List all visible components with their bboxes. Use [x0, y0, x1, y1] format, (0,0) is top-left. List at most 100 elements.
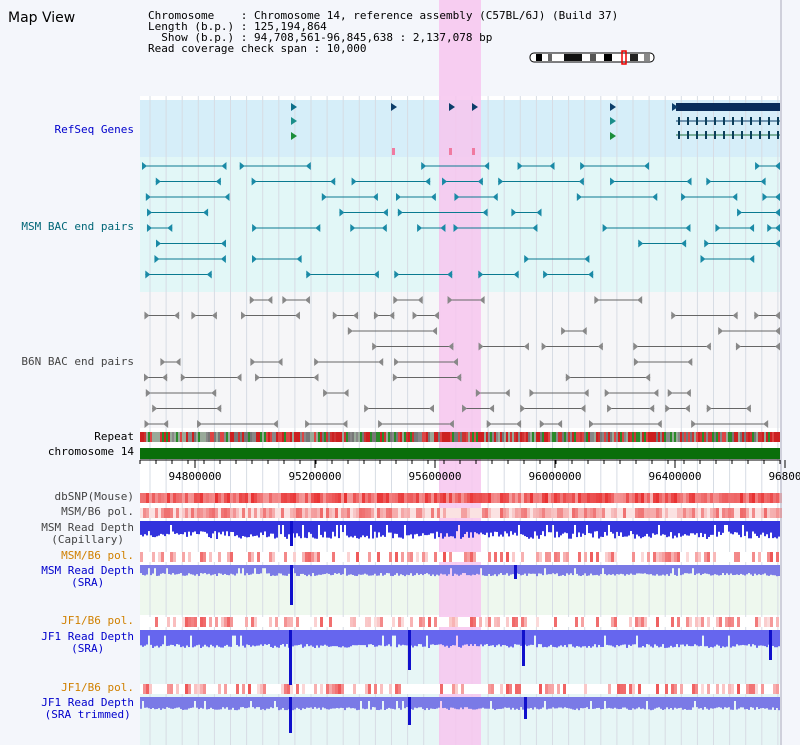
heat-cell — [371, 508, 374, 518]
track-label-jf1-b6-pol-1[interactable]: JF1/B6 pol. — [61, 614, 134, 627]
repeat-segment — [390, 432, 392, 442]
depth-bar — [556, 630, 558, 648]
heat-cell — [302, 684, 305, 694]
depth-bar — [260, 630, 262, 645]
depth-bar — [484, 630, 486, 645]
heat-cell — [545, 493, 548, 503]
heat-cell — [143, 684, 146, 694]
track-label-repeat[interactable]: Repeat — [94, 430, 134, 443]
depth-bar — [222, 521, 224, 532]
depth-bar — [682, 630, 684, 645]
depth-bar — [216, 630, 218, 646]
bac-end-arrow — [607, 404, 613, 413]
repeat-segment — [590, 432, 592, 442]
track-label-jf1-b6-pol-2[interactable]: JF1/B6 pol. — [61, 681, 134, 694]
depth-bar — [364, 521, 366, 538]
track-label-msm-depth-sra[interactable]: MSM Read Depth (SRA) — [41, 565, 134, 589]
track-label-refseq[interactable]: RefSeq Genes — [54, 123, 134, 136]
heat-cell — [155, 493, 158, 503]
depth-bar — [638, 697, 640, 708]
heat-cell — [242, 508, 245, 518]
depth-bar — [406, 565, 408, 575]
heat-cell — [728, 684, 731, 694]
depth-bar — [334, 630, 336, 647]
heat-cell — [539, 684, 542, 694]
depth-bar — [732, 565, 734, 576]
depth-bar — [422, 565, 424, 576]
track-label-jf1-depth-sra[interactable]: JF1 Read Depth (SRA) — [41, 631, 134, 655]
track-label-b6n-bac[interactable]: B6N BAC end pairs — [21, 355, 134, 368]
depth-bar — [752, 521, 754, 532]
depth-bar — [748, 697, 750, 710]
depth-bar — [726, 521, 728, 525]
track-label-msm-b6-pol-1[interactable]: MSM/B6 pol. — [61, 505, 134, 518]
depth-bar — [724, 565, 726, 576]
depth-bar — [352, 630, 354, 646]
track-label-dbsnp[interactable]: dbSNP(Mouse) — [54, 490, 134, 503]
heat-cell — [719, 617, 722, 627]
repeat-segment — [754, 432, 756, 442]
depth-bar — [642, 630, 644, 647]
depth-bar — [612, 565, 614, 575]
depth-bar — [294, 630, 296, 646]
bac-end-arrow — [323, 389, 329, 397]
heat-cell — [248, 493, 251, 503]
depth-bar — [526, 630, 528, 647]
heat-cell — [578, 508, 581, 518]
depth-bar — [558, 521, 560, 538]
heat-cell — [614, 617, 617, 627]
repeat-segment — [778, 432, 780, 442]
depth-bar — [482, 630, 484, 647]
track-label-msm-depth-capillary[interactable]: MSM Read Depth (Capillary) — [41, 522, 134, 546]
heat-cell — [353, 508, 356, 518]
depth-bar — [356, 630, 358, 646]
heat-cell — [659, 493, 662, 503]
repeat-segment — [612, 432, 614, 442]
jf1-depth-trimmed — [140, 697, 780, 733]
depth-bar — [248, 630, 250, 646]
heat-cell — [521, 552, 524, 562]
depth-bar — [344, 697, 346, 711]
repeat-segment — [452, 432, 454, 442]
depth-bar — [190, 565, 192, 575]
repeat-segment — [502, 432, 504, 442]
depth-bar — [424, 697, 426, 711]
depth-bar — [536, 697, 538, 709]
depth-bar — [208, 565, 210, 574]
depth-bar — [662, 697, 664, 711]
depth-bar — [352, 565, 354, 575]
heat-cell — [722, 684, 725, 694]
repeat-segment — [280, 432, 282, 442]
heat-cell — [740, 508, 743, 518]
depth-bar — [264, 521, 266, 532]
depth-bar — [504, 697, 506, 708]
bac-end-arrow — [144, 373, 150, 382]
depth-bar — [302, 697, 304, 709]
depth-bar — [312, 565, 314, 574]
depth-bar — [386, 521, 388, 525]
repeat-segment — [168, 432, 170, 442]
depth-bar — [496, 565, 498, 577]
depth-bar — [280, 697, 282, 710]
heat-cell — [734, 493, 737, 503]
track-label-msm-bac[interactable]: MSM BAC end pairs — [21, 220, 134, 233]
heat-cell — [224, 617, 227, 627]
heat-cell — [713, 493, 716, 503]
track-label-msm-b6-pol-2[interactable]: MSM/B6 pol. — [61, 549, 134, 562]
heat-cell — [449, 552, 452, 562]
heat-cell — [335, 493, 338, 503]
bac-end-arrow — [175, 358, 181, 366]
depth-bar — [548, 697, 550, 709]
heat-cell — [452, 684, 455, 694]
depth-bar — [262, 630, 264, 646]
depth-bar — [660, 565, 662, 576]
bac-end-arrow — [532, 224, 538, 232]
depth-bar — [164, 630, 166, 636]
heat-cell — [521, 508, 524, 518]
bac-end-arrow — [755, 162, 761, 170]
track-label-jf1-depth-trimmed[interactable]: JF1 Read Depth (SRA trimmed) — [41, 697, 134, 721]
depth-bar — [702, 565, 704, 574]
depth-bar — [458, 565, 460, 576]
depth-bar — [562, 521, 564, 534]
